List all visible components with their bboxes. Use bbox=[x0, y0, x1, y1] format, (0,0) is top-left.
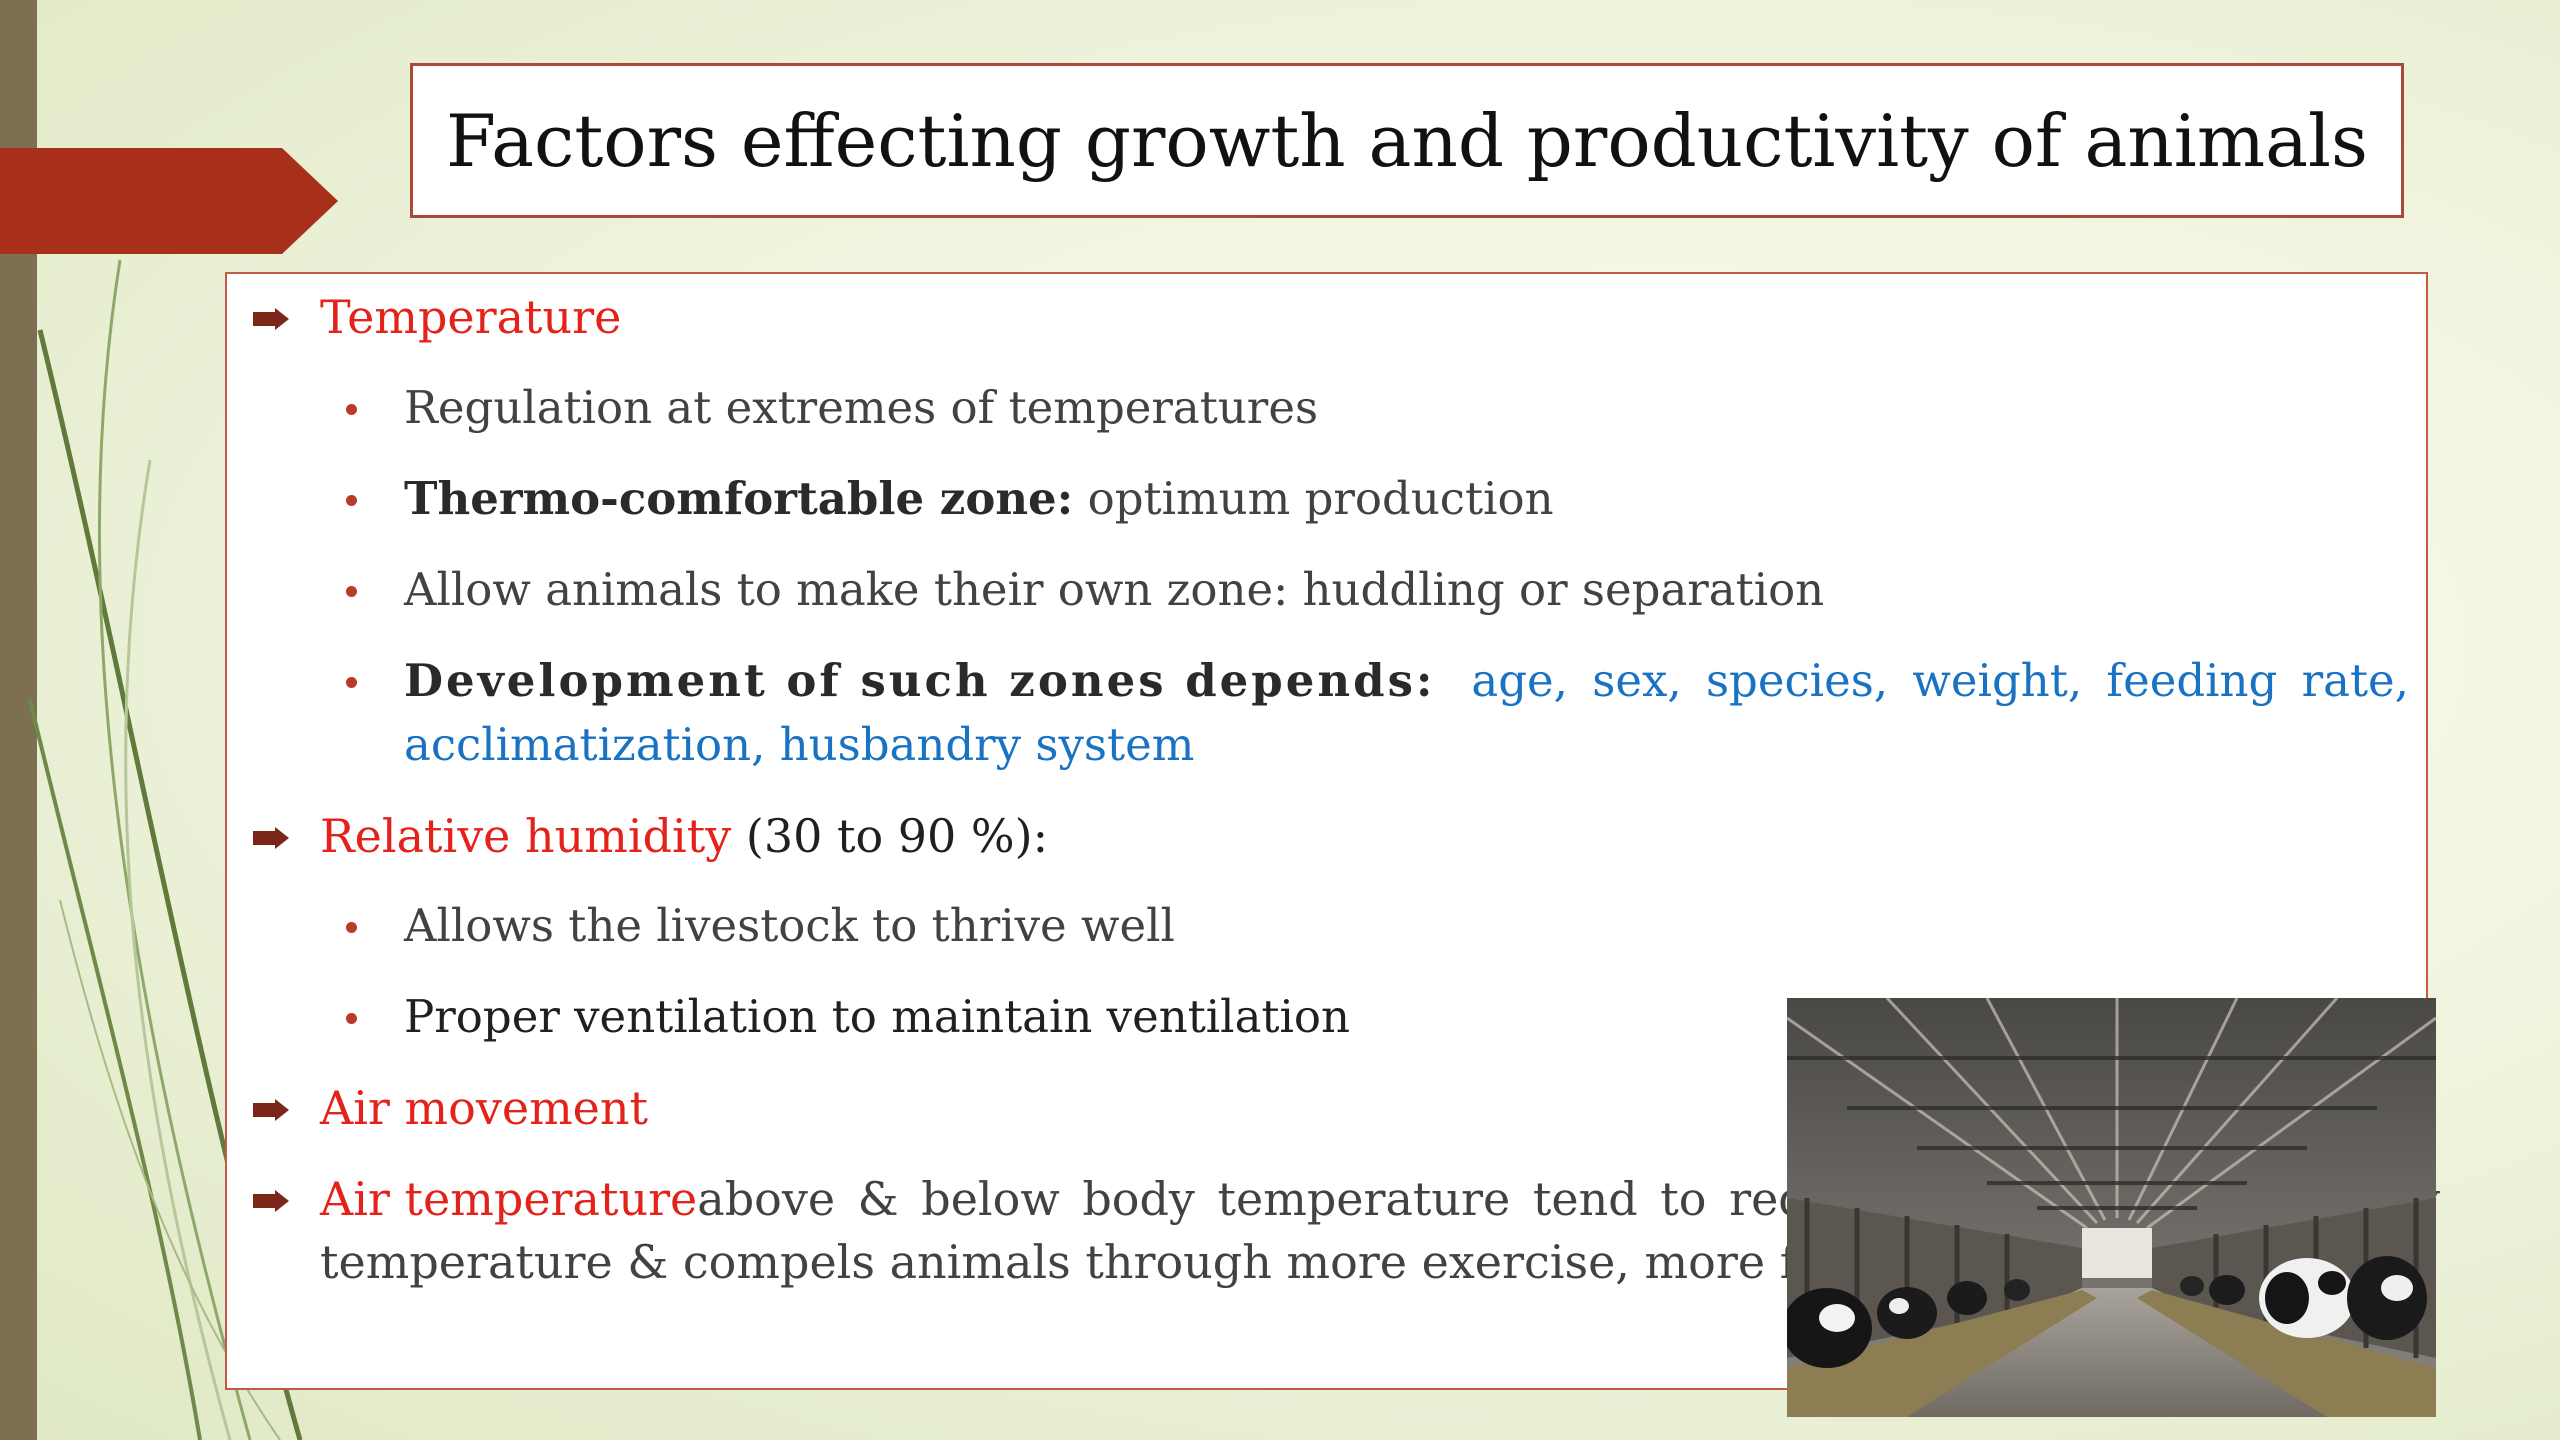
right-arrow-bullet-icon bbox=[253, 1190, 289, 1212]
temperature-item-3: Allow animals to make their own zone: hu… bbox=[404, 563, 1825, 616]
heading-air-temperature: Air temperature bbox=[320, 1172, 698, 1226]
heading-humidity: Relative humidity bbox=[320, 809, 732, 863]
content-box: Temperature Regulation at extremes of te… bbox=[225, 272, 2440, 1417]
zones-depend-factors: age, sex, species, weight, feeding rate, bbox=[1471, 654, 2409, 707]
title-arrow-banner bbox=[0, 148, 338, 254]
temperature-item-1: Regulation at extremes of temperatures bbox=[404, 381, 1319, 434]
humidity-item-1: Allows the livestock to thrive well bbox=[404, 899, 1175, 952]
temperature-item-2: Thermo-comfortable zone: optimum product… bbox=[404, 472, 1554, 525]
round-dot-bullet-icon bbox=[346, 677, 357, 688]
zones-depend-label: Development of such zones depends: bbox=[404, 654, 1436, 707]
temperature-item-4: Development of such zones depends: age, … bbox=[404, 654, 2409, 707]
right-arrow-bullet-icon bbox=[253, 827, 289, 849]
slide-title: Factors effecting growth and productivit… bbox=[446, 98, 2368, 183]
heading-humidity-line: Relative humidity (30 to 90 %): bbox=[320, 809, 1048, 863]
dairy-barn-cows-photo bbox=[1787, 998, 2436, 1417]
right-arrow-bullet-icon bbox=[253, 308, 289, 330]
round-dot-bullet-icon bbox=[346, 1013, 357, 1024]
round-dot-bullet-icon bbox=[346, 495, 357, 506]
round-dot-bullet-icon bbox=[346, 922, 357, 933]
round-dot-bullet-icon bbox=[346, 404, 357, 415]
heading-temperature: Temperature bbox=[320, 290, 622, 344]
right-arrow-bullet-icon bbox=[253, 1099, 289, 1121]
zones-depend-factors-cont: acclimatization, husbandry system bbox=[404, 718, 1195, 771]
title-box: Factors effecting growth and productivit… bbox=[410, 63, 2404, 218]
heading-air-movement: Air movement bbox=[320, 1081, 649, 1135]
thermo-zone-text: optimum production bbox=[1073, 472, 1554, 525]
round-dot-bullet-icon bbox=[346, 586, 357, 597]
humidity-item-2: Proper ventilation to maintain ventilati… bbox=[404, 990, 1350, 1043]
humidity-range: (30 to 90 %): bbox=[731, 809, 1049, 863]
thermo-zone-label: Thermo-comfortable zone: bbox=[404, 472, 1074, 525]
